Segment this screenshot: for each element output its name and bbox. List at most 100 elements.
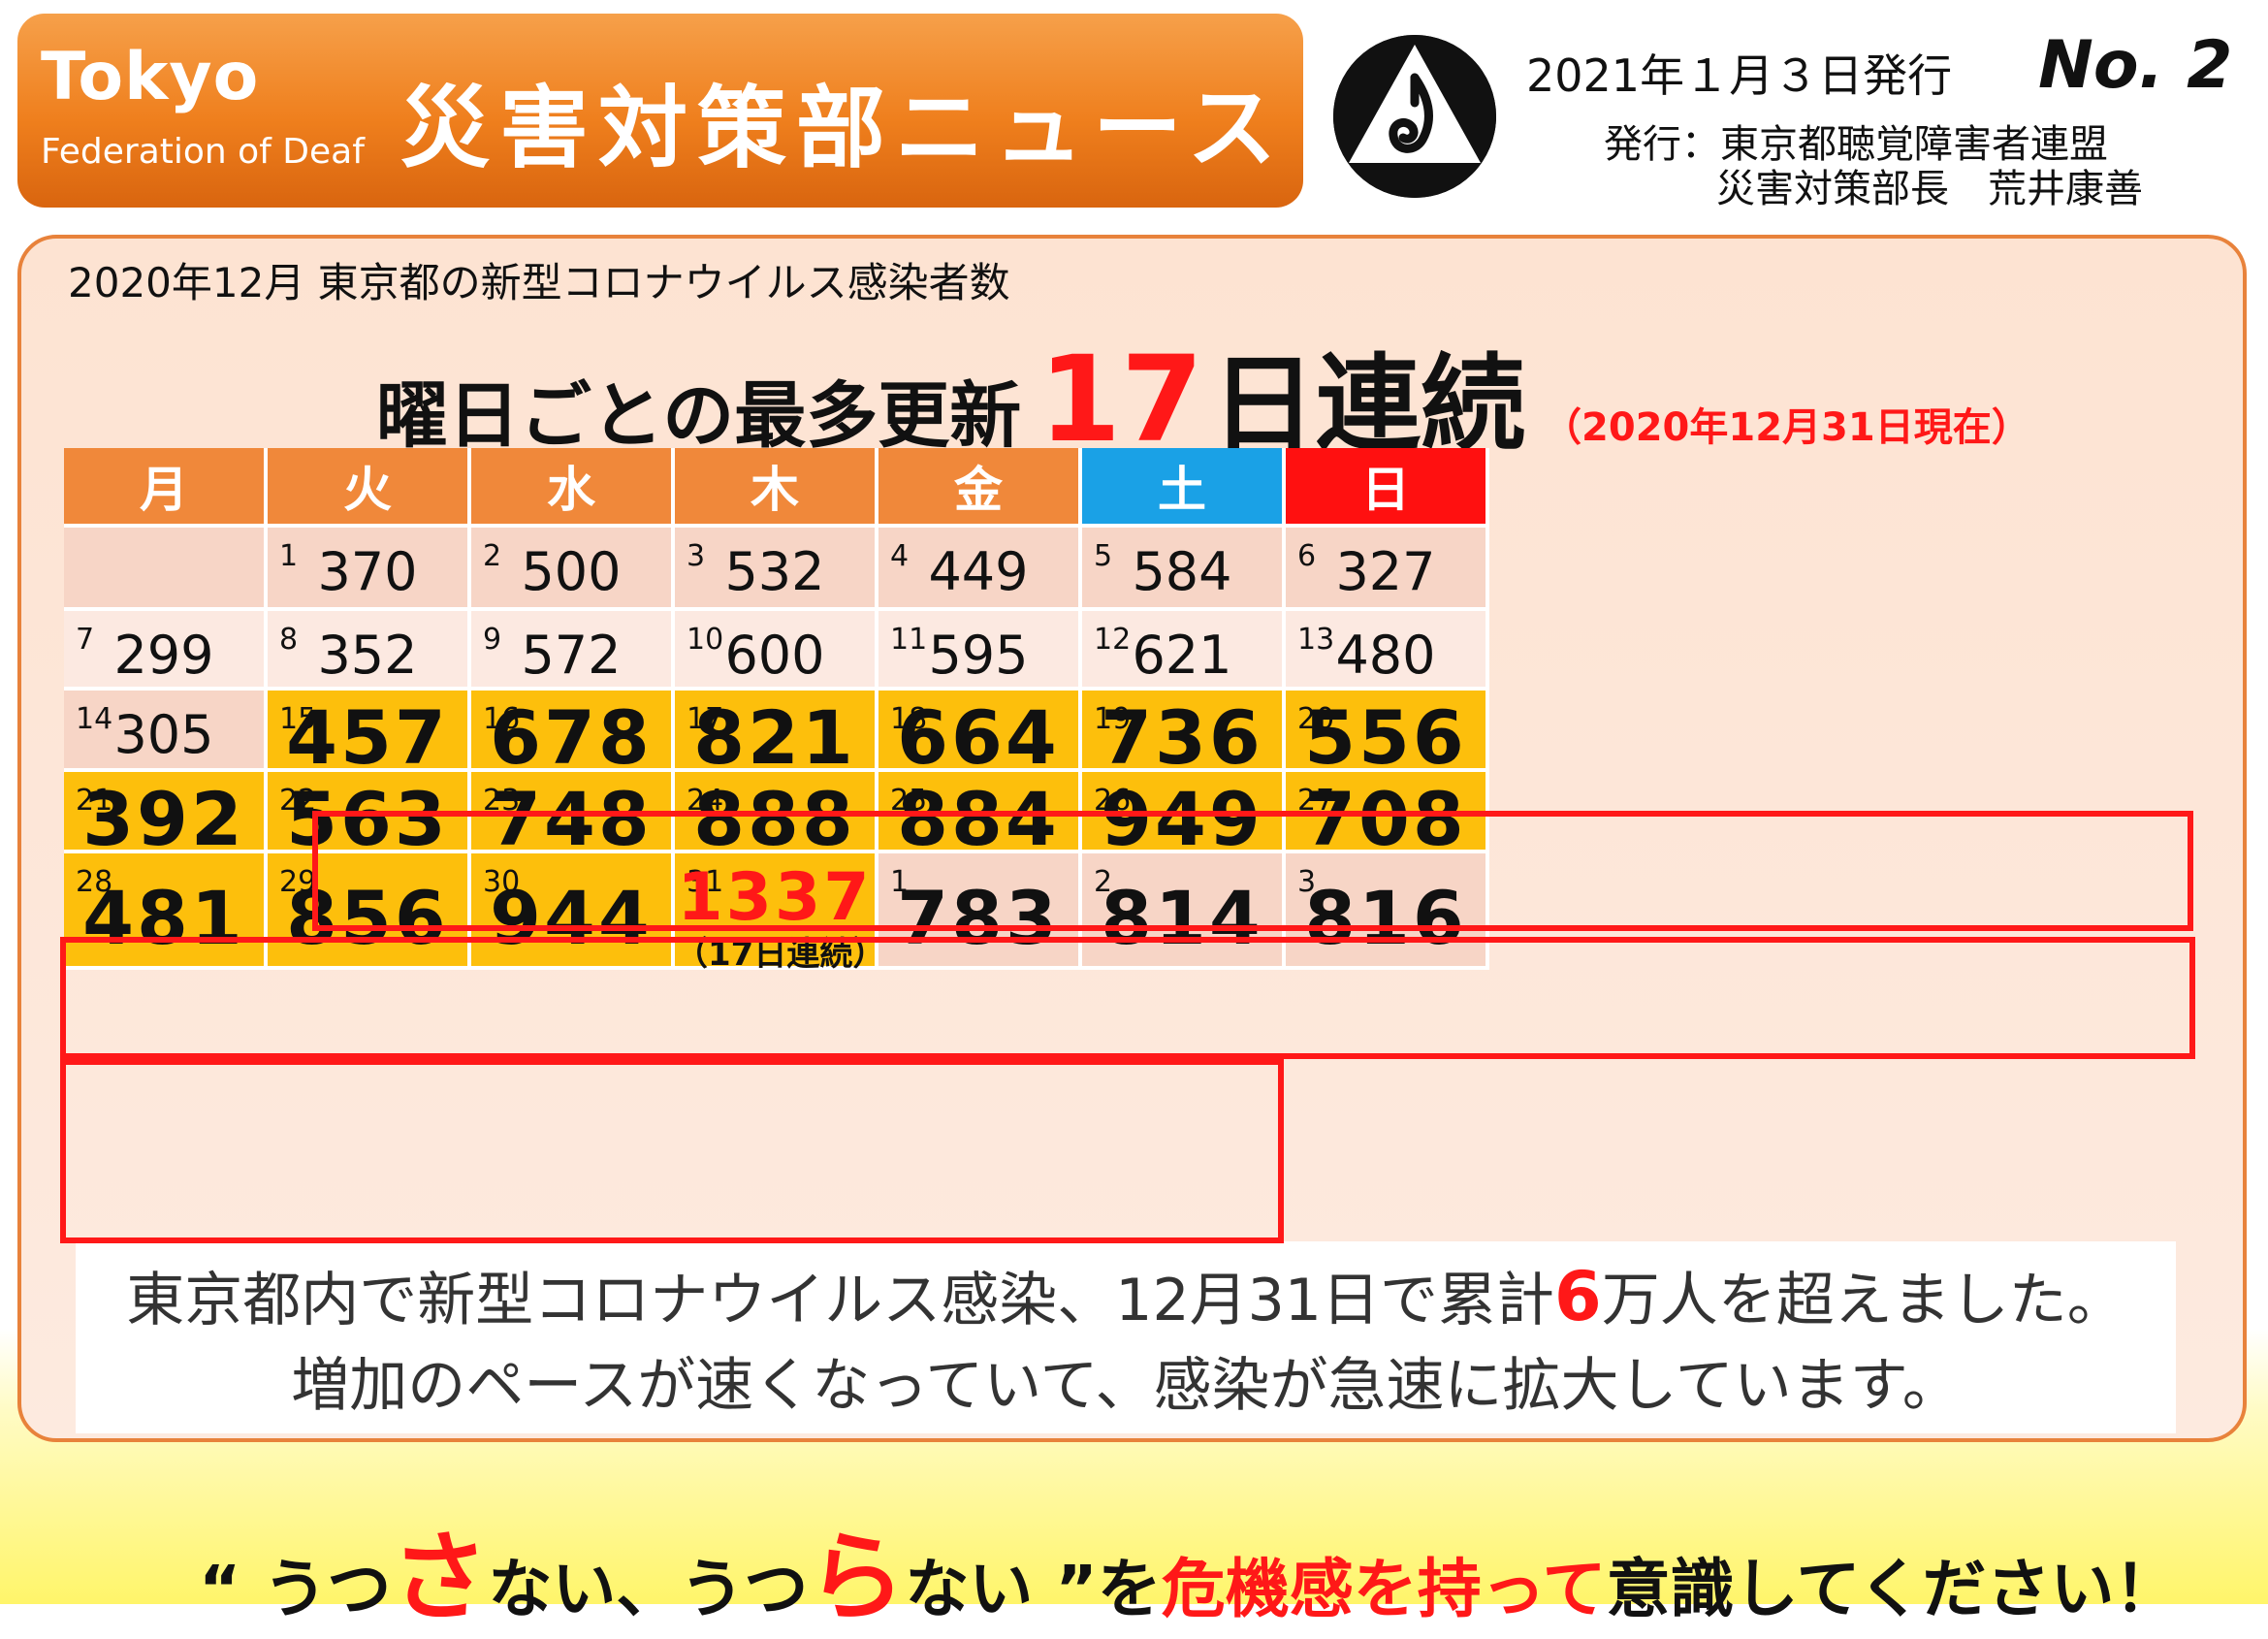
calendar-cell: 27 708 <box>1286 772 1489 862</box>
case-count: 481 <box>82 875 245 961</box>
day-number: 10 <box>687 623 724 657</box>
day-number: 17 <box>687 702 724 736</box>
calendar-cell: 1 783 <box>878 853 1082 970</box>
day-number: 3 <box>1297 865 1317 899</box>
case-count: 814 <box>1101 875 1263 961</box>
case-count: 884 <box>897 776 1060 862</box>
day-number: 5 <box>1094 539 1113 573</box>
weekday-header-sun: 日 <box>1286 448 1489 528</box>
case-count: 621 <box>1132 625 1232 686</box>
calendar-cell: 23 748 <box>471 772 675 862</box>
calendar-cell: 4 449 <box>878 528 1082 611</box>
calendar-cell: 12 621 <box>1082 611 1286 691</box>
case-count: 708 <box>1304 776 1467 862</box>
calendar-cell: 6 327 <box>1286 528 1489 611</box>
slogan-part-2: さ <box>391 1521 489 1634</box>
case-count: 370 <box>317 541 418 602</box>
day-number: 15 <box>279 702 317 736</box>
calendar-cell: 16 678 <box>471 691 675 781</box>
slogan-part-8: 意識してください！ <box>1606 1552 2179 1626</box>
slogan-part-7: 危機感を持って <box>1161 1552 1607 1626</box>
day-number: 20 <box>1297 702 1335 736</box>
case-count: 457 <box>286 694 449 781</box>
director: 災害対策部長 荒井康善 <box>1716 167 2143 211</box>
case-count: 500 <box>521 541 622 602</box>
calendar-cell: 22 563 <box>268 772 471 862</box>
calendar-table: 月火水木金土日 1 370 2 500 3 532 4 449 5 584 6 327 7 299 8 352 9… <box>64 448 2191 1237</box>
calendar-cell: 19 736 <box>1082 691 1286 781</box>
case-count: 572 <box>521 625 622 686</box>
case-count: 949 <box>1101 776 1263 862</box>
day-number: 12 <box>1094 623 1132 657</box>
headline-post: 日連続 <box>1211 344 1526 466</box>
calendar-cell: 10 600 <box>675 611 878 691</box>
day-number: 8 <box>279 623 299 657</box>
title-banner: Tokyo Federation of Deaf 災害対策部ニュース <box>17 14 1303 208</box>
day-number: 14 <box>76 702 113 736</box>
weekday-header-tue: 火 <box>268 448 471 528</box>
day-number: 11 <box>890 623 928 657</box>
day-number: 1 <box>279 539 299 573</box>
slogan: “ うつさない、うつらない ”を危機感を持って意識してください！ <box>199 1498 2179 1639</box>
day-number: 22 <box>279 784 317 818</box>
calendar-cell: 2 500 <box>471 528 675 611</box>
calendar-cell: 9 572 <box>471 611 675 691</box>
summary-line-1-post: 万人を超えました。 <box>1601 1267 2125 1334</box>
org-name: Tokyo <box>41 39 260 115</box>
weekday-header-sat: 土 <box>1082 448 1286 528</box>
day-number: 30 <box>483 865 521 899</box>
case-count: 678 <box>490 694 653 781</box>
federation-logo-icon <box>1333 35 1496 198</box>
calendar-cell: 1 370 <box>268 528 471 611</box>
case-count: 563 <box>286 776 449 862</box>
calendar-cell: 28 481 <box>64 853 268 970</box>
headline-as-of: （2020年12月31日現在） <box>1543 405 2030 450</box>
case-count: 299 <box>113 625 214 686</box>
day-number: 6 <box>1297 539 1317 573</box>
headline-number: 17 <box>1038 331 1204 468</box>
day-number: 7 <box>76 623 95 657</box>
org-subtitle: Federation of Deaf <box>41 132 365 172</box>
case-count: 584 <box>1132 541 1232 602</box>
summary-line-1: 東京都内で新型コロナウイルス感染、12月31日で累計6万人を超えました。 <box>76 1253 2176 1337</box>
calendar-cell: 3 532 <box>675 528 878 611</box>
slogan-part-5: ない <box>905 1552 1034 1626</box>
summary-line-2: 増加のペースが速くなっていて、感染が急速に拡大しています。 <box>291 1352 1961 1420</box>
case-count: 556 <box>1304 694 1467 781</box>
day-number: 18 <box>890 702 928 736</box>
day-number: 31 <box>687 865 724 899</box>
slogan-open-quote: “ <box>199 1552 241 1626</box>
day-number: 9 <box>483 623 502 657</box>
case-count: 888 <box>693 776 856 862</box>
slogan-part-1: うつ <box>263 1552 392 1626</box>
case-count: 600 <box>724 625 825 686</box>
case-count: 856 <box>286 875 449 961</box>
day-number: 13 <box>1297 623 1335 657</box>
summary-total-number: 6 <box>1553 1257 1602 1336</box>
headline-pre: 曜日ごとの最多更新 <box>376 374 1022 458</box>
slogan-part-4: ら <box>808 1521 906 1634</box>
day-number: 2 <box>483 539 502 573</box>
case-count: 783 <box>897 875 1060 961</box>
calendar-cell: 2 814 <box>1082 853 1286 970</box>
slogan-part-6: を <box>1097 1552 1162 1626</box>
panel-caption: 2020年12月 東京都の新型コロナウイルス感染者数 <box>68 259 1010 306</box>
issue-date: 2021年１月３日発行 <box>1526 49 1953 102</box>
day-number: 16 <box>483 702 521 736</box>
weekday-header-wed: 水 <box>471 448 675 528</box>
weekday-header-thu: 木 <box>675 448 878 528</box>
day-number: 28 <box>76 865 113 899</box>
calendar-cell <box>64 528 268 611</box>
publisher: 発行：東京都聴覚障害者連盟 <box>1604 122 2108 167</box>
case-count: 532 <box>724 541 825 602</box>
calendar-cell: 5 584 <box>1082 528 1286 611</box>
calendar-cell: 11 595 <box>878 611 1082 691</box>
summary-line-1-pre: 東京都内で新型コロナウイルス感染、12月31日で累計 <box>126 1267 1554 1334</box>
case-count: 816 <box>1304 875 1467 961</box>
case-count: 748 <box>490 776 653 862</box>
day-number: 3 <box>687 539 706 573</box>
case-count: 327 <box>1335 541 1436 602</box>
case-count: 664 <box>897 694 1060 781</box>
calendar-cell: 29 856 <box>268 853 471 970</box>
case-count: 736 <box>1101 694 1263 781</box>
